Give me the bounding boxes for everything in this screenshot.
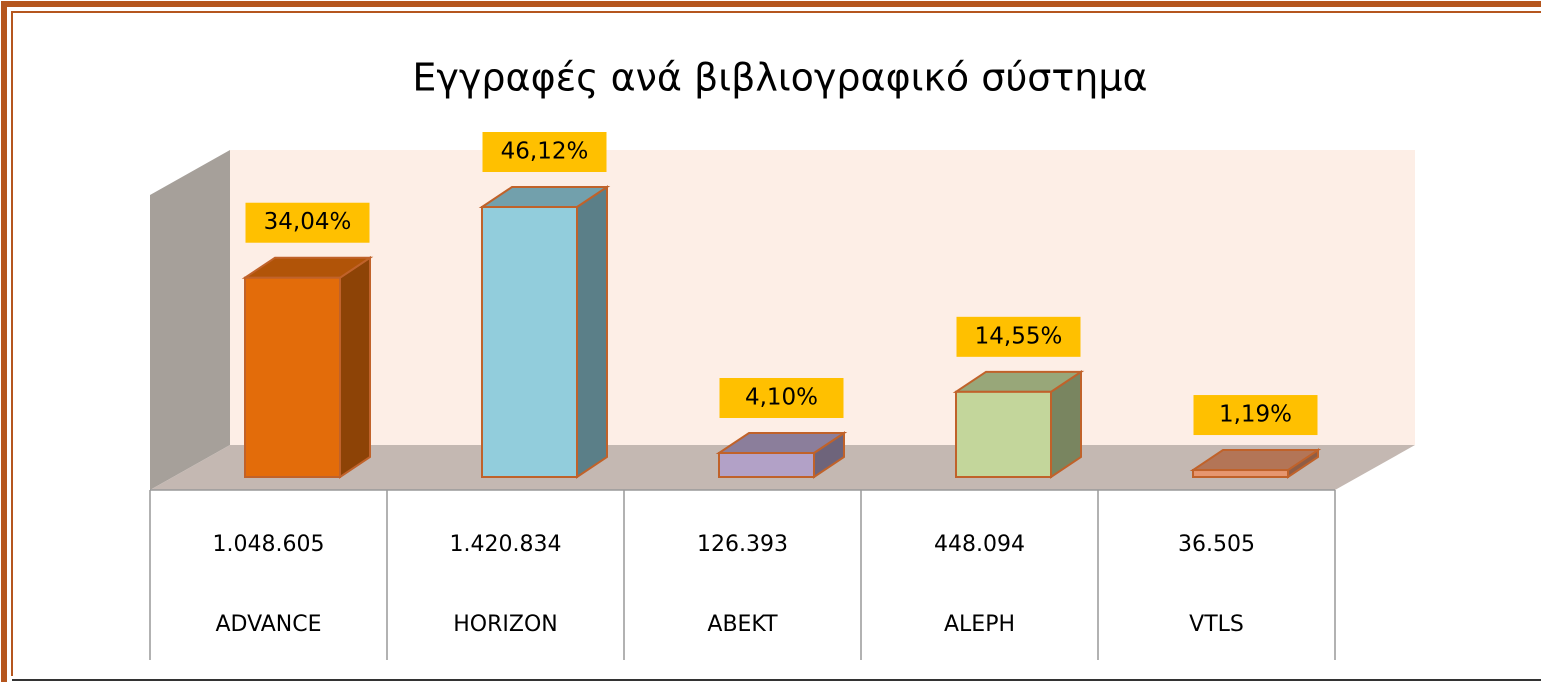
x-tick-label: HORIZON	[453, 612, 557, 637]
x-tick-label: ALEPH	[944, 612, 1015, 637]
bar-front	[1192, 469, 1289, 478]
x-tick-label: ADVANCE	[215, 612, 321, 637]
bar-side	[339, 255, 371, 479]
table-cell: 1.420.834	[450, 532, 562, 557]
table-cell: 36.505	[1178, 532, 1255, 557]
data-label: 34,04%	[264, 209, 352, 235]
bar-front	[955, 390, 1052, 478]
data-label-box	[245, 202, 370, 243]
table-cell: 126.393	[697, 532, 788, 557]
bar	[241, 255, 374, 479]
data-label-box	[482, 132, 607, 172]
bar	[715, 431, 848, 479]
bar	[1189, 448, 1322, 479]
data-label: 1,19%	[1219, 402, 1292, 428]
data-label: 46,12%	[501, 139, 589, 165]
bar	[478, 185, 611, 479]
data-label-box	[719, 377, 844, 418]
bar-side	[576, 185, 608, 479]
table-cell: 448.094	[934, 532, 1025, 557]
chart-title: Εγγραφές ανά βιβλιογραφικό σύστημα	[412, 56, 1147, 100]
bar-front	[718, 451, 815, 479]
x-tick-label: ABEKT	[707, 612, 778, 637]
side-wall	[150, 150, 230, 490]
bar-front	[481, 206, 578, 478]
frame-inner	[11, 11, 1541, 676]
table-cell: 1.048.605	[213, 532, 325, 557]
data-label: 4,10%	[745, 384, 818, 410]
data-label-box	[956, 316, 1081, 357]
data-label: 14,55%	[975, 323, 1063, 349]
data-label-box	[1193, 395, 1318, 436]
x-tick-label: VTLS	[1189, 612, 1244, 637]
bar-front	[244, 276, 341, 478]
bar	[952, 369, 1085, 479]
